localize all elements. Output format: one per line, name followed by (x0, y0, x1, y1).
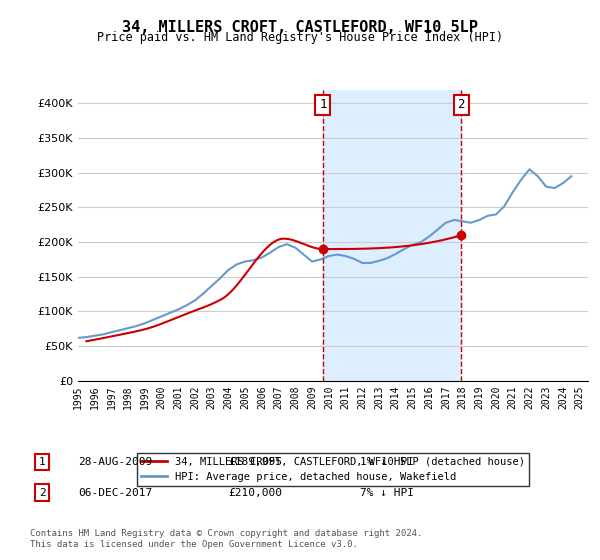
Legend: 34, MILLERS CROFT, CASTLEFORD, WF10 5LP (detached house), HPI: Average price, de: 34, MILLERS CROFT, CASTLEFORD, WF10 5LP … (137, 452, 529, 486)
Text: 1% ↓ HPI: 1% ↓ HPI (360, 457, 414, 467)
Text: £210,000: £210,000 (228, 488, 282, 498)
Text: 7% ↓ HPI: 7% ↓ HPI (360, 488, 414, 498)
Text: 2: 2 (458, 99, 465, 111)
Text: £189,995: £189,995 (228, 457, 282, 467)
Text: 06-DEC-2017: 06-DEC-2017 (78, 488, 152, 498)
Text: 2: 2 (38, 488, 46, 498)
Text: 28-AUG-2009: 28-AUG-2009 (78, 457, 152, 467)
Text: 1: 1 (38, 457, 46, 467)
Text: Contains HM Land Registry data © Crown copyright and database right 2024.
This d: Contains HM Land Registry data © Crown c… (30, 529, 422, 549)
Text: 1: 1 (319, 99, 327, 111)
Text: Price paid vs. HM Land Registry's House Price Index (HPI): Price paid vs. HM Land Registry's House … (97, 31, 503, 44)
Bar (323, 90, 461, 381)
Text: 34, MILLERS CROFT, CASTLEFORD, WF10 5LP: 34, MILLERS CROFT, CASTLEFORD, WF10 5LP (122, 20, 478, 35)
